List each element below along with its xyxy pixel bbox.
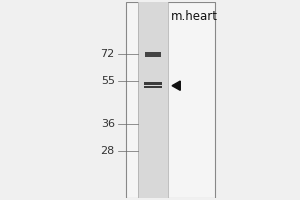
Text: m.heart: m.heart [171,10,218,23]
Polygon shape [172,81,180,90]
Text: 28: 28 [100,146,115,156]
Bar [127,2,215,198]
Bar [144,86,162,88]
Text: 72: 72 [100,49,115,59]
Text: 55: 55 [101,76,115,86]
Bar [138,2,168,198]
Text: 36: 36 [101,119,115,129]
Bar [145,52,161,57]
Bar [144,82,162,85]
